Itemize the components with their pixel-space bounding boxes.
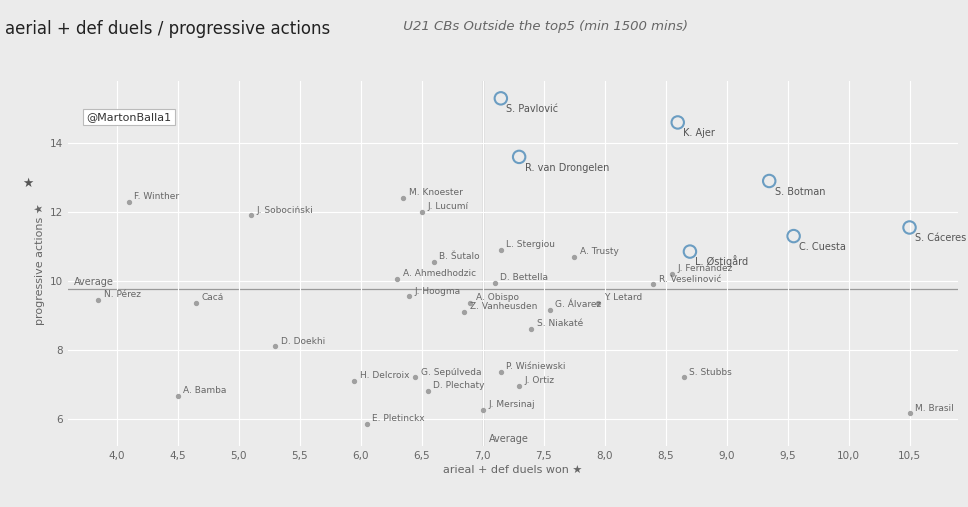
Text: S. Stubbs: S. Stubbs bbox=[689, 368, 732, 377]
Point bbox=[664, 270, 680, 278]
Point bbox=[396, 194, 411, 202]
Text: N. Pérez: N. Pérez bbox=[104, 290, 140, 299]
Point bbox=[408, 373, 423, 381]
Text: E. Pletinckx: E. Pletinckx bbox=[373, 414, 425, 423]
Text: J. Mersinaj: J. Mersinaj bbox=[488, 400, 534, 409]
Text: J. Lucumí: J. Lucumí bbox=[427, 202, 469, 211]
Point bbox=[902, 224, 918, 232]
Text: L. Stergiou: L. Stergiou bbox=[506, 240, 556, 249]
Text: C. Cuesta: C. Cuesta bbox=[800, 242, 846, 252]
Text: A. Bamba: A. Bamba bbox=[183, 386, 227, 395]
Point bbox=[524, 325, 539, 333]
Text: Z. Vanheusden: Z. Vanheusden bbox=[469, 302, 537, 311]
Text: M. Knoester: M. Knoester bbox=[408, 189, 463, 197]
Text: U21 CBs Outside the top5 (min 1500 mins): U21 CBs Outside the top5 (min 1500 mins) bbox=[399, 20, 688, 33]
Text: A. Trusty: A. Trusty bbox=[580, 247, 619, 256]
Text: A. Obispo: A. Obispo bbox=[476, 294, 519, 303]
Text: ★: ★ bbox=[22, 177, 33, 190]
Text: J. Ortiz: J. Ortiz bbox=[525, 376, 555, 385]
Text: L. Østigård: L. Østigård bbox=[695, 256, 748, 268]
Text: J. Sobociński: J. Sobociński bbox=[257, 206, 313, 214]
Point bbox=[91, 296, 106, 304]
Point bbox=[487, 278, 502, 286]
Text: Average: Average bbox=[74, 277, 113, 287]
Text: R. van Drongelen: R. van Drongelen bbox=[525, 163, 609, 173]
Text: S. Cáceres: S. Cáceres bbox=[915, 233, 966, 243]
Text: H. Delcroix: H. Delcroix bbox=[360, 371, 409, 380]
Point bbox=[566, 252, 582, 261]
Point bbox=[682, 247, 698, 256]
Text: G. Sepúlveda: G. Sepúlveda bbox=[421, 368, 481, 377]
Y-axis label: progressive actions ★: progressive actions ★ bbox=[36, 203, 45, 324]
Text: J. Fernández: J. Fernández bbox=[678, 264, 733, 273]
Text: F. Winther: F. Winther bbox=[135, 192, 179, 201]
Text: Y. Letard: Y. Letard bbox=[604, 294, 642, 303]
Point bbox=[420, 387, 436, 395]
Point bbox=[347, 377, 362, 385]
Point bbox=[902, 409, 918, 417]
Point bbox=[389, 275, 405, 283]
Text: P. Wiśniewski: P. Wiśniewski bbox=[506, 363, 566, 371]
Text: K. Ajer: K. Ajer bbox=[683, 128, 715, 138]
Point bbox=[121, 198, 136, 206]
Text: S. Pavlović: S. Pavlović bbox=[506, 104, 559, 114]
Point bbox=[493, 94, 508, 102]
X-axis label: arieal + def duels won ★: arieal + def duels won ★ bbox=[443, 465, 583, 475]
Text: J. Hoogma: J. Hoogma bbox=[415, 286, 461, 296]
Point bbox=[169, 392, 185, 401]
Point bbox=[457, 308, 472, 316]
Point bbox=[511, 153, 527, 161]
Text: S. Niakaté: S. Niakaté bbox=[537, 319, 583, 329]
Point bbox=[493, 368, 508, 376]
Text: R. Veselinović: R. Veselinović bbox=[659, 274, 721, 283]
Point bbox=[590, 299, 606, 307]
Text: D. Bettella: D. Bettella bbox=[500, 273, 548, 282]
Point bbox=[762, 177, 777, 185]
Text: @MartonBalla1: @MartonBalla1 bbox=[86, 112, 171, 122]
Point bbox=[426, 258, 441, 266]
Point bbox=[463, 299, 478, 307]
Point bbox=[413, 208, 429, 216]
Point bbox=[402, 293, 417, 301]
Point bbox=[511, 382, 527, 390]
Text: M. Brasil: M. Brasil bbox=[915, 404, 953, 413]
Text: D. Doekhi: D. Doekhi bbox=[281, 337, 325, 345]
Point bbox=[676, 373, 691, 381]
Point bbox=[786, 232, 802, 240]
Point bbox=[359, 420, 375, 428]
Point bbox=[474, 406, 490, 414]
Text: Average: Average bbox=[489, 434, 529, 445]
Text: Cacá: Cacá bbox=[201, 294, 224, 303]
Text: B. Šutalo: B. Šutalo bbox=[439, 252, 480, 261]
Text: aerial + def duels / progressive actions: aerial + def duels / progressive actions bbox=[5, 20, 330, 39]
Text: S. Botman: S. Botman bbox=[774, 187, 826, 197]
Point bbox=[670, 119, 685, 127]
Text: G. Álvarez: G. Álvarez bbox=[556, 300, 601, 309]
Text: D. Plechaty: D. Plechaty bbox=[434, 381, 485, 390]
Point bbox=[243, 211, 258, 220]
Point bbox=[267, 342, 283, 350]
Point bbox=[188, 299, 203, 307]
Point bbox=[646, 280, 661, 288]
Point bbox=[542, 306, 558, 314]
Point bbox=[493, 246, 508, 254]
Text: A. Ahmedhodzic: A. Ahmedhodzic bbox=[403, 269, 476, 278]
